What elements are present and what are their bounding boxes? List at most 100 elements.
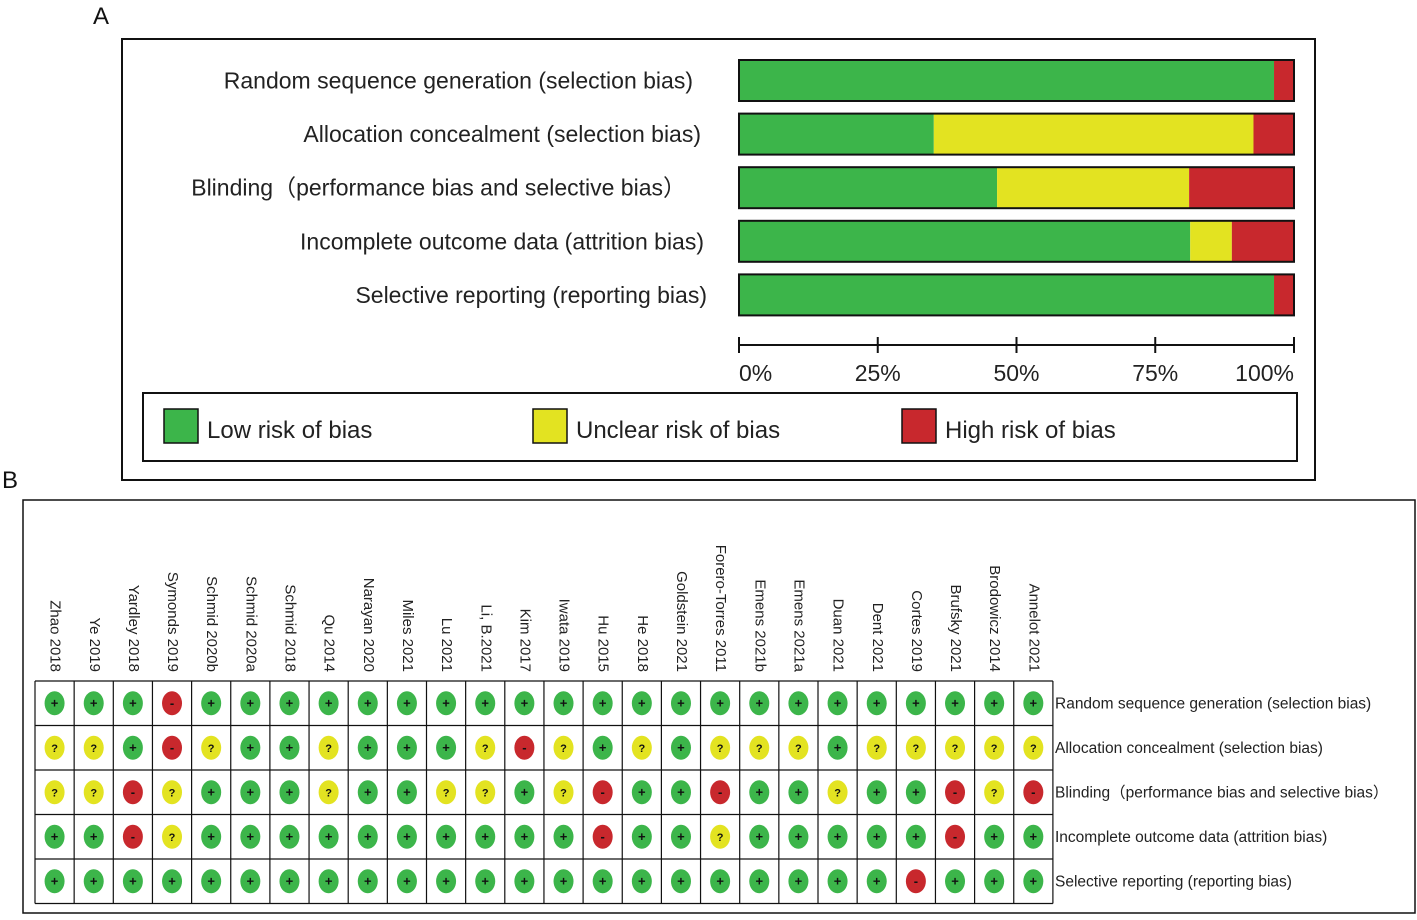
- risk-dot-low: [201, 780, 222, 805]
- risk-symbol-low: +: [560, 829, 568, 844]
- risk-symbol-low: +: [638, 873, 646, 888]
- category-label: Selective reporting (reporting bias): [355, 282, 707, 308]
- risk-dot-high: [162, 735, 183, 760]
- risk-symbol-high: -: [953, 784, 957, 799]
- risk-dot-unclear: [710, 735, 731, 760]
- risk-dot-unclear: [475, 735, 496, 760]
- bar-high: [1253, 113, 1294, 155]
- risk-dot-low: [670, 780, 691, 805]
- risk-dot-low: [749, 824, 770, 849]
- category-label: Allocation concealment (selection bias): [303, 121, 701, 147]
- risk-dot-unclear: [788, 735, 809, 760]
- risk-symbol-low: +: [834, 873, 842, 888]
- risk-dot-low: [866, 780, 887, 805]
- risk-dot-low: [396, 691, 417, 716]
- risk-dot-low: [396, 735, 417, 760]
- risk-symbol-low: +: [207, 873, 215, 888]
- risk-dot-low: [201, 869, 222, 894]
- risk-symbol-low: +: [755, 829, 763, 844]
- risk-dot-low: [436, 824, 457, 849]
- risk-dot-low: [279, 735, 300, 760]
- risk-symbol-low: +: [364, 829, 372, 844]
- x-tick-label: 50%: [993, 360, 1039, 386]
- risk-dot-low: [436, 735, 457, 760]
- risk-dot-unclear: [318, 735, 339, 760]
- risk-symbol-unclear: ?: [952, 743, 959, 755]
- risk-dot-unclear: [710, 824, 731, 849]
- risk-dot-low: [670, 735, 691, 760]
- domain-label: Incomplete outcome data (attrition bias): [1055, 829, 1327, 846]
- risk-symbol-low: +: [286, 695, 294, 710]
- bar-high: [1274, 274, 1294, 316]
- risk-dot-high: [945, 824, 966, 849]
- risk-symbol-low: +: [168, 873, 176, 888]
- risk-symbol-unclear: ?: [873, 743, 880, 755]
- risk-symbol-unclear: ?: [443, 787, 450, 799]
- risk-dot-unclear: [44, 780, 65, 805]
- risk-symbol-low: +: [247, 740, 255, 755]
- risk-dot-high: [162, 691, 183, 716]
- bar-low: [739, 113, 934, 155]
- risk-symbol-low: +: [873, 829, 881, 844]
- study-label: Lu 2021: [438, 618, 455, 672]
- risk-dot-low: [122, 735, 143, 760]
- risk-dot-low: [475, 824, 496, 849]
- risk-dot-high: [514, 735, 535, 760]
- study-label: Cortes 2019: [908, 590, 925, 672]
- risk-dot-low: [1023, 824, 1044, 849]
- risk-symbol-low: +: [442, 873, 450, 888]
- risk-symbol-low: +: [51, 695, 59, 710]
- chart-frame: [121, 38, 1316, 481]
- risk-dot-low: [592, 691, 613, 716]
- risk-dot-unclear: [475, 780, 496, 805]
- risk-dot-unclear: [984, 780, 1005, 805]
- risk-symbol-low: +: [990, 829, 998, 844]
- risk-dot-low: [240, 691, 261, 716]
- risk-symbol-low: +: [677, 784, 685, 799]
- risk-symbol-high: -: [131, 829, 135, 844]
- study-label: Kim 2017: [516, 609, 533, 672]
- risk-dot-low: [945, 869, 966, 894]
- risk-dot-low: [357, 824, 378, 849]
- risk-dot-low: [1023, 869, 1044, 894]
- risk-dot-low: [984, 824, 1005, 849]
- risk-symbol-low: +: [364, 740, 372, 755]
- risk-dot-unclear: [201, 735, 222, 760]
- risk-dot-low: [240, 780, 261, 805]
- x-tick-label: 75%: [1132, 360, 1178, 386]
- risk-dot-high: [122, 824, 143, 849]
- risk-dot-high: [1023, 780, 1044, 805]
- risk-symbol-low: +: [677, 873, 685, 888]
- risk-dot-low: [396, 780, 417, 805]
- risk-symbol-unclear: ?: [756, 743, 763, 755]
- risk-symbol-unclear: ?: [717, 743, 724, 755]
- risk-symbol-unclear: ?: [991, 743, 998, 755]
- risk-dot-low: [475, 691, 496, 716]
- risk-symbol-low: +: [403, 829, 411, 844]
- risk-symbol-unclear: ?: [325, 787, 332, 799]
- risk-symbol-unclear: ?: [51, 743, 58, 755]
- risk-dot-low: [396, 869, 417, 894]
- risk-dot-unclear: [827, 780, 848, 805]
- study-label: Hu 2015: [595, 615, 612, 672]
- risk-symbol-low: +: [325, 829, 333, 844]
- study-label: Brufsky 2021: [947, 584, 964, 672]
- risk-symbol-low: +: [990, 695, 998, 710]
- risk-dot-low: [436, 869, 457, 894]
- study-label: Qu 2014: [321, 614, 338, 672]
- risk-dot-unclear: [83, 735, 104, 760]
- risk-symbol-low: +: [599, 695, 607, 710]
- risk-symbol-unclear: ?: [717, 832, 724, 844]
- risk-symbol-low: +: [521, 695, 529, 710]
- risk-symbol-low: +: [677, 829, 685, 844]
- risk-symbol-unclear: ?: [90, 743, 97, 755]
- risk-dot-high: [122, 780, 143, 805]
- study-label: Schmid 2018: [282, 584, 299, 672]
- risk-dot-low: [436, 691, 457, 716]
- risk-symbol-low: +: [364, 784, 372, 799]
- study-label: Forero-Torres 2011: [712, 545, 729, 672]
- risk-symbol-low: +: [207, 784, 215, 799]
- risk-dot-low: [749, 780, 770, 805]
- risk-dot-low: [279, 780, 300, 805]
